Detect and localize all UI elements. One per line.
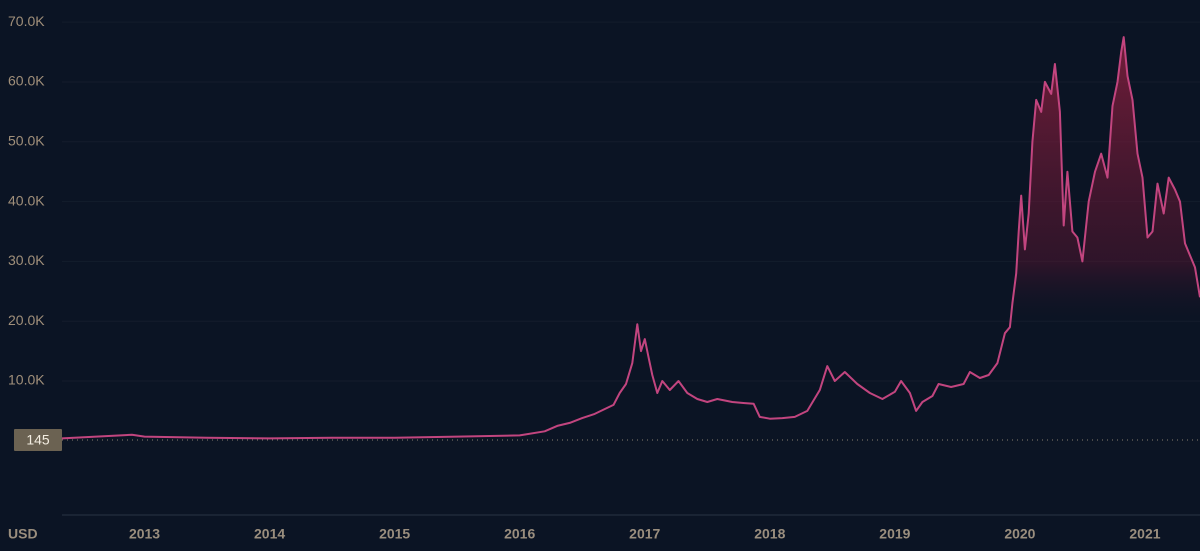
x-tick-label: 2017 [629,526,660,542]
y-tick-label: 40.0K [8,192,45,208]
x-tick-label: 2018 [754,526,785,542]
x-tick-label: 2015 [379,526,410,542]
x-tick-label: 2013 [129,526,160,542]
y-tick-label: 50.0K [8,132,45,148]
price-marker-label: 145 [26,432,50,448]
price-line [61,36,1200,440]
y-tick-label: 10.0K [8,372,45,388]
area [62,37,1200,441]
x-tick-label: 2020 [1004,526,1035,542]
axis-label: USD [8,526,38,542]
y-tick-label: 60.0K [8,73,45,89]
x-tick-label: 2016 [504,526,535,542]
y-tick-label: 30.0K [8,252,45,268]
y-tick-label: 70.0K [8,13,45,29]
x-tick-label: 2021 [1129,526,1160,542]
y-tick-label: 20.0K [8,312,45,328]
x-tick-label: 2014 [254,526,285,542]
price-marker-box [14,428,62,451]
x-tick-label: 2019 [879,526,910,542]
